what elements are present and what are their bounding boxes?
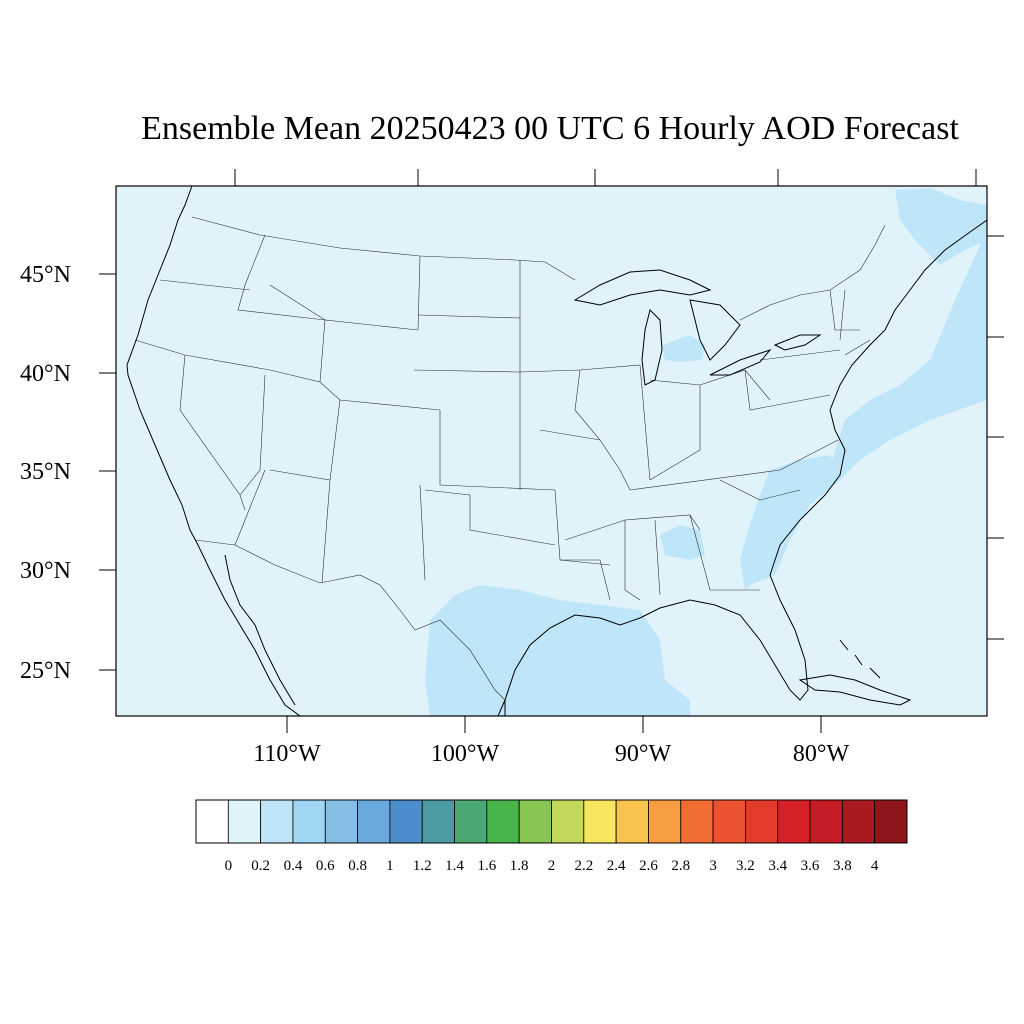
colorbar-box <box>421 799 455 844</box>
colorbar-box <box>745 799 779 844</box>
colorbar-box <box>615 799 649 844</box>
pacific-coastline <box>126 186 301 716</box>
colorbar-box <box>454 799 488 844</box>
colorbar-label: 2.6 <box>639 858 658 874</box>
colorbar-label: 0 <box>225 858 233 874</box>
colorbar-label: 2.4 <box>607 858 626 874</box>
atlantic-coastline <box>769 219 987 576</box>
colorbar-label: 1.8 <box>510 858 529 874</box>
bahamas <box>839 639 881 679</box>
map-area <box>116 186 987 716</box>
colorbar-label: 3.4 <box>768 858 787 874</box>
lon-label-110: 110°W <box>253 741 321 767</box>
colorbar-label: 0.4 <box>284 858 303 874</box>
colorbar-boxes <box>195 799 908 844</box>
colorbar-box <box>583 799 617 844</box>
state-grid-west <box>134 234 441 511</box>
lake-michigan-patch <box>662 335 705 362</box>
mexico-coastline <box>497 699 506 716</box>
great-lakes-huron <box>689 299 741 361</box>
colorbar-label: 0.2 <box>251 858 270 874</box>
colorbar-label: 1.6 <box>477 858 496 874</box>
latitude-labels: 45°N 40°N 35°N 30°N 25°N <box>20 262 71 684</box>
lat-label-45: 45°N <box>20 262 71 288</box>
lat-label-35: 35°N <box>20 459 71 485</box>
colorbar-label: 2.8 <box>671 858 690 874</box>
state-grid-south <box>234 399 641 601</box>
colorbar-box <box>680 799 714 844</box>
colorbar-label: 1.2 <box>413 858 432 874</box>
colorbar-labels: 0 0.2 0.4 0.6 0.8 1 1.2 1.4 1.6 1.8 2 2.2 2.4 2.6 2.8 3… <box>225 858 879 874</box>
lon-label-100: 100°W <box>431 741 500 767</box>
gulf-of-mexico-plume <box>425 585 690 716</box>
colorbar-box <box>777 799 811 844</box>
colorbar-label: 2.2 <box>574 858 593 874</box>
colorbar-box <box>292 799 326 844</box>
colorbar-box <box>195 799 229 844</box>
colorbar-box <box>486 799 520 844</box>
great-lakes-superior <box>573 269 712 306</box>
map-title: Ensemble Mean 20250423 00 UTC 6 Hourly A… <box>141 110 959 147</box>
mexico-border <box>194 539 506 701</box>
colorbar-box <box>874 799 908 844</box>
lat-label-25: 25°N <box>20 658 71 684</box>
baja-inner-coast <box>224 554 296 706</box>
colorbar-label: 3.8 <box>833 858 852 874</box>
northeast-patch <box>895 188 987 265</box>
great-lakes-michigan <box>641 309 663 386</box>
cuba <box>798 674 912 706</box>
great-lakes-erie <box>709 348 772 376</box>
colorbar-label: 0.6 <box>316 858 335 874</box>
lat-label-40: 40°N <box>20 361 71 387</box>
colorbar-box <box>841 799 876 844</box>
colorbar-label: 0.8 <box>348 858 367 874</box>
colorbar-label: 3 <box>709 858 717 874</box>
map-frame <box>115 185 988 717</box>
gulf-coastline <box>504 574 809 716</box>
lat-label-30: 30°N <box>20 558 71 584</box>
colorbar-label: 1 <box>386 858 394 874</box>
colorbar-frame <box>195 799 908 844</box>
great-lakes-ontario <box>773 334 822 351</box>
colorbar-box <box>809 799 843 844</box>
colorbar-label: 2 <box>548 858 556 874</box>
colorbar-box <box>227 799 262 844</box>
colorbar-box <box>260 799 294 844</box>
colorbar-box <box>357 799 391 844</box>
colorbar-label: 3.2 <box>736 858 755 874</box>
frame-ticks <box>99 169 1004 733</box>
colorbar: 0 0.2 0.4 0.6 0.8 1 1.2 1.4 1.6 1.8 2 2.2 2.4 2.6 2.8 3… <box>195 799 908 874</box>
colorbar-box <box>648 799 682 844</box>
colorbar-box <box>518 799 552 844</box>
southeast-coast-plume <box>740 455 838 590</box>
canada-border <box>191 216 576 281</box>
colorbar-label: 1.4 <box>445 858 464 874</box>
alabama-patch <box>660 525 705 560</box>
state-boundaries <box>134 216 886 701</box>
longitude-labels: 110°W 100°W 90°W 80°W <box>253 741 849 767</box>
colorbar-box <box>389 799 423 844</box>
coastlines <box>126 186 987 716</box>
colorbar-label: 4 <box>871 858 879 874</box>
colorbar-box <box>551 799 585 844</box>
colorbar-box <box>712 799 746 844</box>
colorbar-label: 3.6 <box>801 858 820 874</box>
lon-label-90: 90°W <box>615 741 672 767</box>
lon-label-80: 80°W <box>793 741 850 767</box>
colorbar-box <box>324 799 358 844</box>
aod-enhanced-regions <box>425 188 987 716</box>
state-grid-east <box>624 289 871 596</box>
